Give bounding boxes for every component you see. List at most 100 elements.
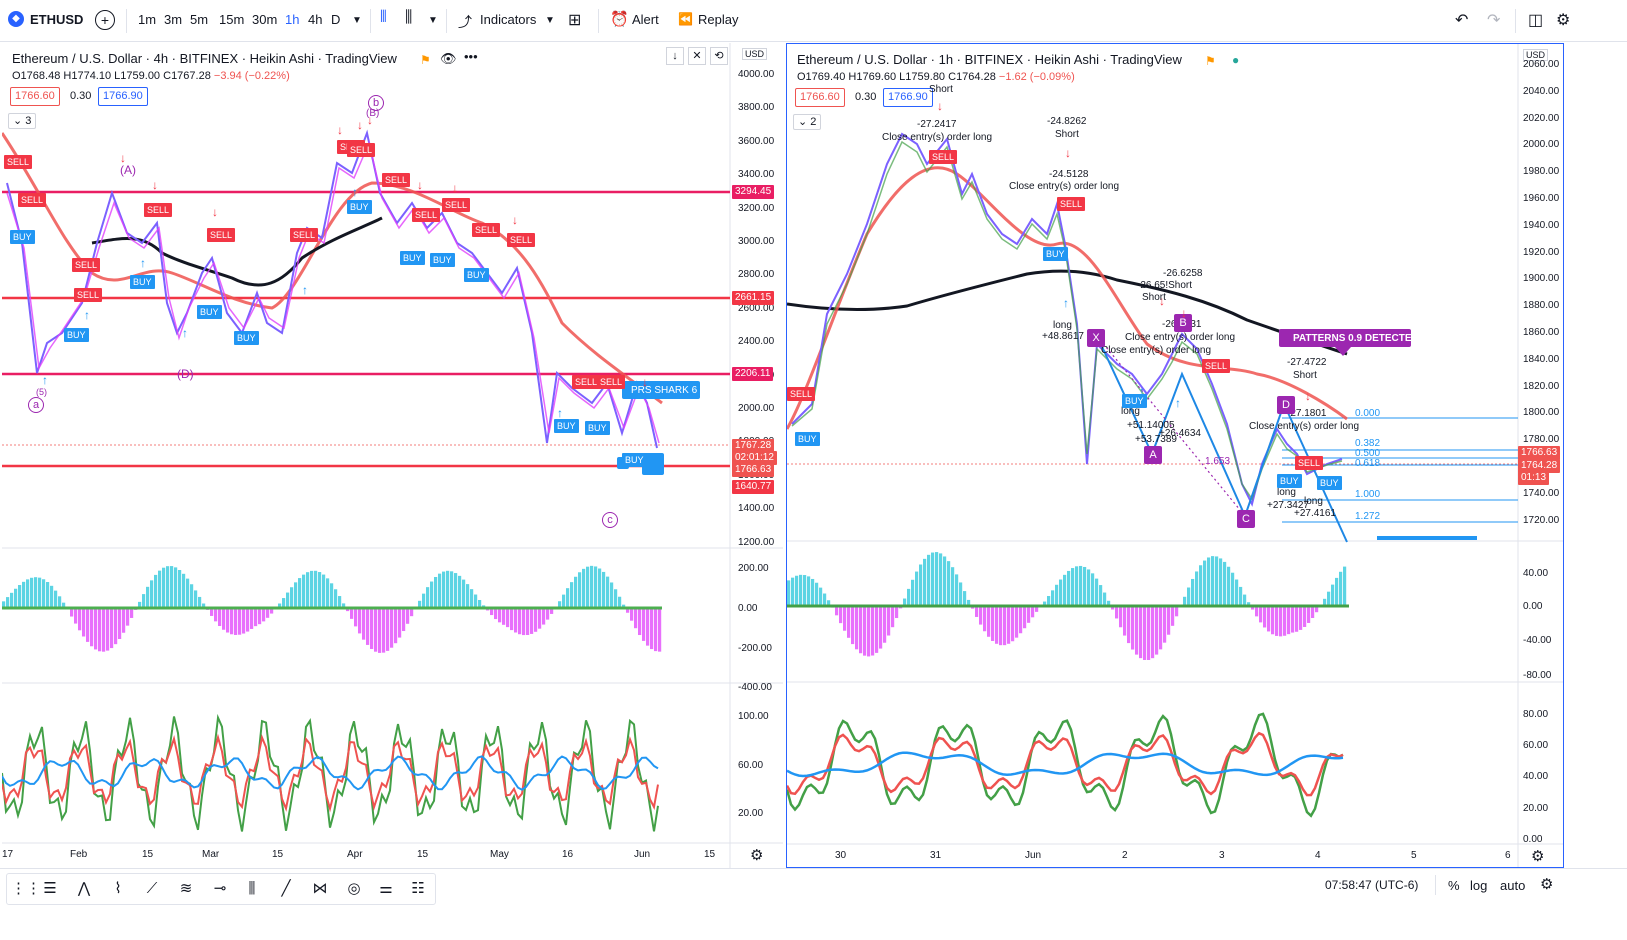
trade-annotation: Short (1293, 370, 1317, 381)
right-layers-toggle[interactable]: ⌄ 2 (793, 114, 822, 130)
interval-3m[interactable]: 3m (164, 12, 183, 27)
cycle-tool-icon[interactable]: ◎ (347, 880, 361, 897)
chart-type-chevron-icon[interactable]: ▼ (428, 15, 438, 26)
left-osc2-tick: 20.00 (738, 808, 764, 819)
sell-signal-marker: SELL (507, 233, 536, 247)
left-price-label: 1766.63 (732, 463, 775, 477)
left-osc1-tick: 0.00 (738, 603, 758, 614)
ray-icon[interactable]: ╱ (281, 880, 291, 897)
right-price-tick: 1920.00 (1523, 246, 1560, 258)
right-osc2-tick: 60.00 (1523, 740, 1549, 751)
chevron-down-icon[interactable]: ▼ (352, 15, 362, 26)
layout-icon[interactable]: ◫ (1528, 12, 1544, 29)
auto-scale-toggle[interactable]: auto (1500, 878, 1526, 893)
left-price-label: 02:01:12 (732, 451, 777, 465)
interval-4h[interactable]: 4h (308, 12, 323, 27)
down-arrow-icon: ↓ (1065, 146, 1071, 160)
right-chart-panel[interactable]: Ethereum / U.S. Dollar · 1h · BITFINEX ·… (786, 43, 1564, 868)
down-arrow-icon: ↓ (152, 178, 158, 192)
clock-display[interactable]: 07:58:47 (UTC-6) (1325, 878, 1419, 892)
more-tools-icon[interactable]: ☷ (411, 880, 425, 897)
crosshair-menu-icon[interactable]: ⋮⋮ (11, 880, 41, 897)
undo-icon[interactable]: ↶ (1455, 12, 1469, 29)
compare-add-icon[interactable]: + (95, 10, 115, 30)
left-axis-settings-icon[interactable]: ⚙ (750, 847, 764, 864)
left-more-icon[interactable]: ••• (464, 49, 478, 64)
bar-style-icon[interactable]: ⫼ (405, 9, 413, 26)
right-osc2-tick: 0.00 (1523, 834, 1543, 845)
left-sell-price[interactable]: 1766.60 (10, 87, 60, 106)
interval-d[interactable]: D (331, 12, 341, 27)
buy-signal-marker: BUY (1043, 247, 1068, 261)
left-layers-toggle[interactable]: ⌄ 3 (8, 113, 37, 129)
interval-30m[interactable]: 30m (252, 12, 278, 27)
right-sell-price[interactable]: 1766.60 (795, 88, 845, 107)
sell-signal-marker: SELL (929, 150, 958, 164)
left-buy-price[interactable]: 1766.90 (98, 87, 148, 106)
settings-gear-icon[interactable]: ⚙ (1556, 12, 1571, 29)
candle-style-icon[interactable]: ⫴ (380, 9, 387, 26)
left-chart-panel[interactable]: Ethereum / U.S. Dollar · 4h · BITFINEX ·… (2, 43, 783, 868)
percent-scale-toggle[interactable]: % (1448, 878, 1460, 893)
right-chart-canvas[interactable] (787, 44, 1564, 868)
indicators-chevron-icon[interactable]: ▼ (545, 15, 555, 26)
left-maximize-icon[interactable]: ⟲ (710, 47, 728, 65)
sell-signal-marker: SELL (207, 228, 236, 242)
right-buy-price[interactable]: 1766.90 (883, 88, 933, 107)
interval-15m[interactable]: 15m (219, 12, 245, 27)
right-low: L1759.80 (899, 71, 946, 83)
right-time-tick: 6 (1505, 850, 1511, 861)
sliders-tool-icon[interactable]: ⚌ (379, 880, 393, 897)
sell-signal-marker: SELL (18, 193, 47, 207)
symbol-search[interactable]: ETHUSD (30, 12, 84, 27)
alert-clock-icon[interactable]: ⏰ (610, 11, 629, 28)
right-osc2-tick: 20.00 (1523, 803, 1549, 814)
pattern-tool-icon[interactable]: ⋈ (312, 880, 328, 897)
alert-button[interactable]: Alert (632, 12, 659, 27)
left-currency-label[interactable]: USD (742, 48, 768, 60)
parallel-channel-icon[interactable]: ≋ (179, 880, 193, 897)
replay-button[interactable]: Replay (698, 12, 739, 27)
log-scale-toggle[interactable]: log (1470, 878, 1488, 893)
right-spread: 0.30 (855, 91, 877, 103)
left-chart-canvas[interactable] (2, 43, 783, 868)
buy-signal-marker: BUY (197, 305, 222, 319)
down-arrow-icon: ↓ (642, 375, 648, 389)
pattern-point-X: X (1087, 329, 1105, 347)
right-axis-settings-icon[interactable]: ⚙ (1531, 848, 1545, 865)
vertical-lines-icon[interactable]: ⫼ (248, 880, 256, 897)
buy-signal-marker: BUY (622, 453, 647, 467)
horizontal-line-icon[interactable]: ⊸ (213, 880, 227, 897)
replay-icon[interactable]: ⏪ (678, 12, 693, 26)
interval-1m[interactable]: 1m (138, 12, 157, 27)
left-close-icon[interactable]: ✕ (688, 47, 706, 65)
indicators-button[interactable]: Indicators (480, 12, 537, 27)
right-currency-label[interactable]: USD (1523, 49, 1549, 61)
right-black-sma (787, 269, 1348, 356)
interval-1h[interactable]: 1h (285, 12, 300, 27)
trade-annotation: -27.2417 (917, 119, 957, 130)
left-price-label: 1767.28 (732, 439, 775, 453)
left-time-tick: 15 (272, 849, 284, 860)
left-time-tick: 15 (417, 849, 429, 860)
left-chart-title[interactable]: Ethereum / U.S. Dollar · 4h · BITFINEX ·… (12, 51, 397, 66)
abc-pattern-icon[interactable]: ⋀ (77, 880, 91, 897)
indicators-icon[interactable]: ⤴ (458, 14, 472, 30)
left-scroll-down-icon[interactable]: ↓ (666, 47, 684, 65)
right-chart-title[interactable]: Ethereum / U.S. Dollar · 1h · BITFINEX ·… (797, 52, 1182, 67)
templates-icon[interactable]: ⊞ (568, 12, 582, 29)
up-arrow-icon: ↑ (42, 373, 48, 387)
interval-5m[interactable]: 5m (190, 12, 209, 27)
fib-level-label: 0.382 (1355, 438, 1381, 449)
sell-signal-marker: SELL (1295, 456, 1324, 470)
right-high: H1769.60 (848, 71, 897, 83)
divider (1435, 875, 1436, 895)
right-histogram (787, 552, 1347, 660)
buy-signal-marker: BUY (1277, 474, 1302, 488)
lines-tool-icon[interactable]: ☰ (43, 880, 57, 897)
bottom-settings-icon[interactable]: ⚙ (1540, 876, 1554, 893)
elliott-wave-icon[interactable]: ⌇ (114, 880, 122, 897)
redo-icon[interactable]: ↷ (1487, 12, 1501, 29)
left-eye-icon[interactable]: 👁 (440, 51, 457, 66)
trend-line-icon[interactable]: ⟋ (146, 880, 158, 897)
